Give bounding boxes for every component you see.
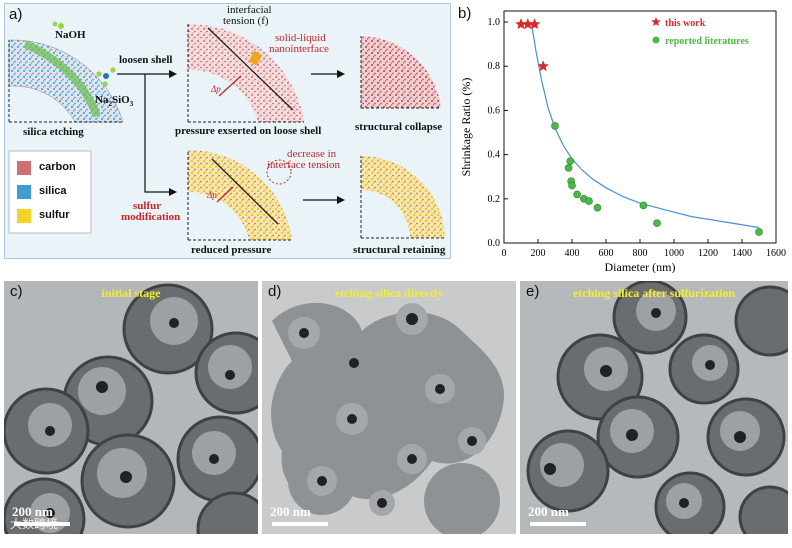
legend-label-silica: silica <box>39 185 67 197</box>
panel-e: e) etching silica after sulfurization 20… <box>520 281 788 534</box>
label-interfacial-tension-1: interfacial <box>227 4 272 16</box>
x-tick-label: 600 <box>599 248 614 259</box>
legend-label-series-0: this work <box>665 18 706 29</box>
label-pressure-loose: pressure exserted on loose shell <box>175 125 322 137</box>
data-point-literature <box>593 203 602 212</box>
y-axis-label: Shrinkage Ratio (%) <box>459 78 473 177</box>
data-point-this-work <box>515 18 527 30</box>
label-interfacial-tension-2: tension (f) <box>223 15 269 27</box>
y-tick-label: 0.4 <box>488 150 501 161</box>
label-solid-liquid-1: solid-liquid <box>275 32 326 44</box>
data-point-this-work <box>528 18 541 30</box>
panel-d-title: etching silica directly <box>334 286 444 300</box>
panel-e-title: etching silica after sulfurization <box>572 286 736 300</box>
legend-label-series-1: reported literatures <box>665 36 749 47</box>
scale-label-d: 200 nm <box>270 504 311 519</box>
x-tick-label: 200 <box>531 248 546 259</box>
x-tick-label: 1000 <box>664 248 684 259</box>
data-point-literature <box>564 164 573 172</box>
legend-label-carbon: carbon <box>39 161 76 173</box>
panel-a-label: a) <box>9 6 23 23</box>
x-tick-label: 0 <box>502 248 507 259</box>
label-structural-retaining: structural retaining <box>353 244 446 256</box>
loose-shell-illustration <box>187 23 304 123</box>
panel-b-label: b) <box>458 5 472 22</box>
data-point-literature <box>639 201 648 210</box>
x-axis-label: Diameter (nm) <box>605 260 676 273</box>
data-point-literature <box>755 228 763 236</box>
data-point-this-work <box>522 18 534 30</box>
tem-image-d <box>262 281 516 534</box>
data-point-literature <box>573 190 581 199</box>
reagent-na2sio3: Na2SiO3 <box>95 94 134 109</box>
x-tick-label: 400 <box>565 248 580 259</box>
panel-e-label: e) <box>526 283 540 300</box>
legend-marker-literature <box>652 36 660 44</box>
legend-swatch-sulfur <box>17 209 31 223</box>
label-delta-p-2: Δp <box>207 190 217 200</box>
y-tick-label: 0.2 <box>488 194 501 205</box>
panel-a: a) <box>4 3 451 259</box>
label-delta-p-1: Δp <box>211 84 221 94</box>
panel-d: d) etching silica directly 200 nm <box>262 281 516 534</box>
panel-c: c) initial stage 200 nm 大数跨境 <box>4 281 258 534</box>
data-point-this-work <box>537 60 549 72</box>
label-structural-collapse: structural collapse <box>355 121 443 133</box>
y-tick-label: 0.8 <box>488 61 501 72</box>
panel-b: b) 0 200 400 600 800 1000 1200 1400 1600 0.0 0.2 0.… <box>454 3 788 273</box>
scale-bar-d <box>272 522 328 526</box>
watermark-text: 大数跨境 <box>10 517 59 531</box>
x-tick-label: 1600 <box>766 248 786 259</box>
scale-bar-c <box>14 522 70 526</box>
scale-bar-e <box>530 522 586 526</box>
label-silica-etching: silica etching <box>23 126 84 138</box>
label-loosen-shell: loosen shell <box>119 54 173 66</box>
data-point-literature <box>585 197 593 205</box>
x-tick-label: 800 <box>633 248 648 259</box>
data-point-literature <box>551 122 559 130</box>
panel-c-label: c) <box>10 283 23 300</box>
label-sulfur-mod-2: modification <box>121 211 181 223</box>
y-tick-label: 0.6 <box>488 105 501 116</box>
y-tick-label: 0.0 <box>488 238 501 249</box>
fit-curve <box>530 21 760 229</box>
label-sulfur-mod-1: sulfur <box>133 200 162 212</box>
collapsed-shell-illustration <box>360 36 441 109</box>
tem-image-c <box>4 281 258 534</box>
label-decrease-tension-1: decrease in <box>287 148 337 160</box>
silica-shell-illustration <box>8 21 124 123</box>
y-tick-label: 1.0 <box>488 17 501 28</box>
legend-swatch-silica <box>17 185 31 199</box>
sulfur-shell-illustration <box>187 149 292 241</box>
label-solid-liquid-2: nanointerface <box>269 43 329 55</box>
x-tick-label: 1400 <box>732 248 752 259</box>
legend-label-sulfur: sulfur <box>39 209 70 221</box>
reagent-naoh: NaOH <box>55 29 86 41</box>
panel-c-title: initial stage <box>101 286 161 300</box>
data-point-literature <box>653 219 661 227</box>
shrinkage-chart: 0 200 400 600 800 1000 1200 1400 1600 0.0 0.2 0.4 0.… <box>459 10 786 273</box>
retained-shell-illustration <box>360 156 445 239</box>
legend-swatch-carbon <box>17 161 31 175</box>
tem-image-e <box>520 281 788 534</box>
label-decrease-tension-2: interface tension <box>267 159 340 171</box>
x-tick-label: 1200 <box>698 248 718 259</box>
legend-marker-this-work <box>651 17 661 26</box>
scale-label-e: 200 nm <box>528 504 569 519</box>
scale-label-c: 200 nm <box>12 504 53 519</box>
data-point-literature <box>568 181 576 190</box>
label-reduced-pressure: reduced pressure <box>191 244 272 256</box>
data-point-literature <box>566 157 575 166</box>
panel-d-label: d) <box>268 283 282 300</box>
